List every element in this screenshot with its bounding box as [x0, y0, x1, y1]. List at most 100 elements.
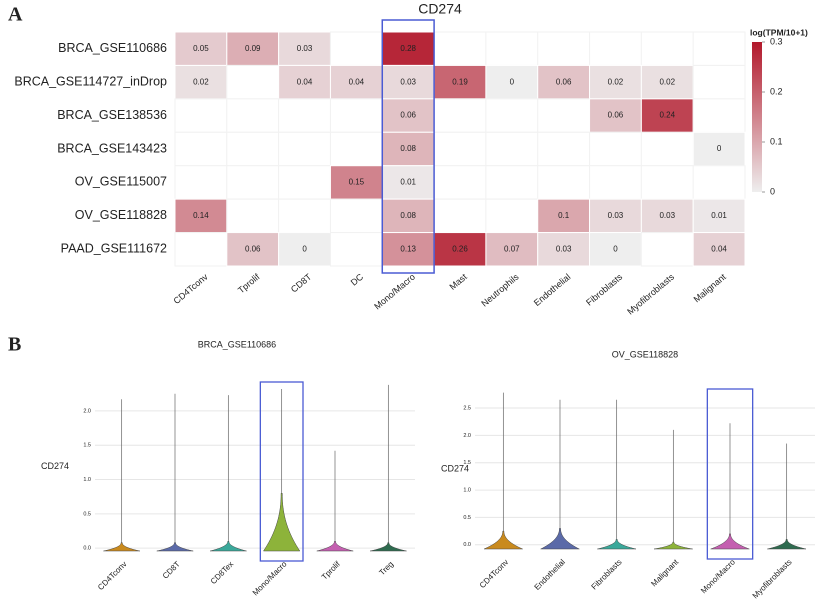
- empty-cell: [485, 131, 539, 167]
- x-tick-label: Tprolif: [320, 559, 343, 582]
- x-tick-label: Malignant: [649, 557, 680, 588]
- cell-label: 0.06: [245, 244, 261, 253]
- column-label: Malignant: [692, 271, 729, 304]
- heat-cell: [278, 232, 331, 267]
- heat-cell: [174, 198, 228, 234]
- empty-cell: [433, 131, 487, 167]
- heat-cell: [692, 131, 746, 167]
- chart-title: OV_GSE118828: [612, 349, 678, 359]
- empty-cell: [226, 165, 280, 200]
- empty-cell: [226, 98, 280, 133]
- cell-label: 0.02: [193, 77, 209, 86]
- cell-label: 0.03: [556, 244, 572, 253]
- cell-label: 0.01: [711, 211, 727, 220]
- heat-cell: [174, 31, 228, 66]
- cell-label: 0: [717, 144, 722, 153]
- empty-cell: [278, 131, 331, 167]
- empty-cell: [537, 31, 591, 66]
- cell-label: 0.1: [558, 211, 570, 220]
- cell-label: 0.14: [193, 211, 209, 220]
- x-tick-label: CD8Tex: [209, 560, 235, 586]
- empty-cell: [485, 198, 539, 234]
- empty-cell: [433, 165, 487, 200]
- heat-cell: [692, 198, 746, 234]
- empty-cell: [640, 232, 694, 267]
- highlight-box: [381, 19, 435, 274]
- cell-label: 0.04: [349, 77, 365, 86]
- empty-cell: [485, 98, 539, 133]
- empty-cell: [433, 98, 487, 133]
- row-label: BRCA_GSE110686: [58, 41, 167, 55]
- empty-cell: [174, 131, 228, 167]
- violin-body: [210, 541, 247, 552]
- y-tick-label: 0.5: [463, 515, 471, 521]
- cell-label: 0.03: [608, 211, 624, 220]
- y-tick-label: 0.0: [463, 542, 471, 548]
- empty-cell: [226, 198, 280, 234]
- highlight-box: [706, 388, 754, 560]
- empty-cell: [640, 131, 694, 167]
- empty-cell: [589, 31, 642, 66]
- empty-cell: [174, 165, 228, 200]
- violin-body: [540, 528, 580, 550]
- colorbar-tick-label: 0.2: [770, 86, 783, 96]
- heat-cell: [381, 98, 435, 133]
- cell-label: 0: [613, 244, 618, 253]
- x-tick-label: CD4Tconv: [96, 560, 128, 592]
- cell-label: 0.24: [659, 111, 675, 120]
- y-tick-label: 2.0: [83, 408, 91, 414]
- column-label: CD4Tconv: [171, 271, 210, 306]
- colorbar: [752, 42, 762, 192]
- row-label: BRCA_GSE138536: [57, 108, 167, 122]
- empty-cell: [329, 198, 383, 234]
- heat-cell: [537, 198, 591, 234]
- x-tick-label: CD4Tconv: [478, 558, 510, 590]
- empty-cell: [692, 64, 746, 100]
- heat-cell: [381, 232, 435, 267]
- x-tick-label: Mono/Macro: [251, 559, 289, 597]
- colorbar-tick-label: 0: [770, 186, 775, 196]
- cell-label: 0.07: [504, 244, 520, 253]
- cell-label: 0.06: [556, 77, 572, 86]
- column-label: Tprolif: [236, 271, 262, 295]
- row-label: BRCA_GSE143423: [57, 141, 167, 155]
- x-tick-label: CD8T: [161, 559, 182, 580]
- violin-body: [710, 533, 750, 550]
- violin-body: [103, 542, 140, 552]
- violin-body: [653, 541, 693, 550]
- cell-label: 0.03: [400, 77, 416, 86]
- empty-cell: [485, 31, 539, 66]
- empty-cell: [485, 165, 539, 200]
- colorbar-tick-label: 0.3: [770, 36, 783, 46]
- violin-body: [316, 541, 354, 552]
- empty-cell: [537, 165, 591, 200]
- violin-body: [263, 493, 301, 552]
- x-tick-label: Mono/Macro: [699, 557, 737, 595]
- cell-label: 0.01: [400, 178, 416, 187]
- x-tick-label: Fibroblasts: [590, 558, 624, 592]
- cell-label: 0.04: [711, 244, 727, 253]
- y-tick-label: 0.5: [83, 511, 91, 517]
- cell-label: 0.15: [349, 178, 365, 187]
- empty-cell: [537, 98, 591, 133]
- column-label: Mast: [447, 271, 469, 292]
- empty-cell: [174, 98, 228, 133]
- cell-label: 0.13: [400, 244, 416, 253]
- cell-label: 0.06: [608, 111, 624, 120]
- row-label: BRCA_GSE114727_inDrop: [14, 74, 167, 88]
- y-tick-label: 1.5: [463, 460, 471, 466]
- highlight-box: [259, 381, 304, 562]
- cell-label: 0.03: [297, 44, 313, 53]
- heat-cell: [640, 98, 694, 133]
- empty-cell: [329, 232, 383, 267]
- heat-cell: [485, 232, 539, 267]
- cell-label: 0.28: [400, 44, 416, 53]
- column-label: DC: [349, 271, 366, 287]
- heat-cell: [589, 64, 642, 100]
- cell-label: 0.05: [193, 44, 209, 53]
- empty-cell: [433, 198, 487, 234]
- empty-cell: [329, 131, 383, 167]
- empty-cell: [278, 165, 331, 200]
- y-tick-label: 1.0: [83, 477, 91, 483]
- colorbar-label: log(TPM/10+1): [750, 27, 808, 37]
